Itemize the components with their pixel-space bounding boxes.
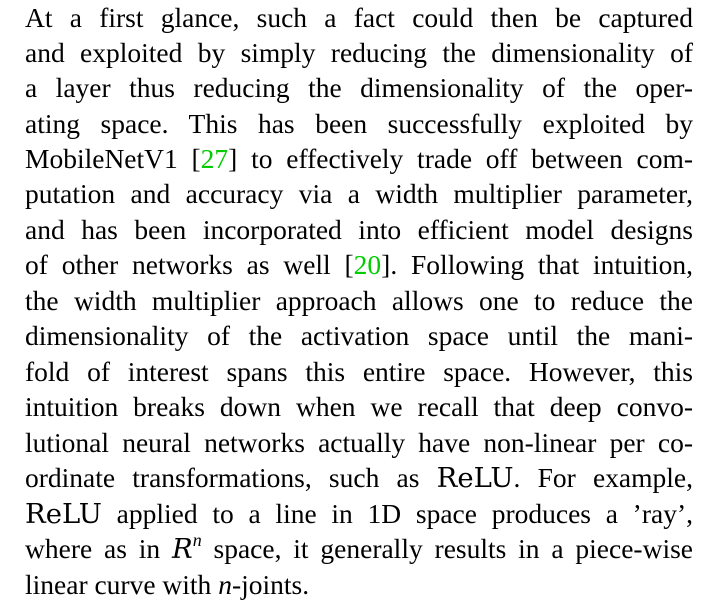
text-run: ordinate transformations, such as: [25, 462, 437, 493]
math-superscript-n: n: [192, 529, 202, 550]
text-run: At a first glance, such a fact could the…: [25, 2, 693, 33]
paragraph-line-3: a layer thus reducing the dimensionality…: [25, 70, 693, 106]
text-run: ] to effectively trade off between com-: [228, 143, 693, 174]
paragraph-line-10: dimensionality of the activation space u…: [25, 318, 693, 354]
paragraph-line-9: the width multiplier approach allows one…: [25, 283, 693, 319]
paragraph-line-16: where as in Rn space, it generally resul…: [25, 531, 693, 567]
paragraph-line-14: ordinate transformations, such as ReLU. …: [25, 460, 693, 496]
paragraph-line-15: ReLU applied to a line in 1D space produ…: [25, 496, 693, 532]
math-script-r: R: [171, 533, 193, 565]
text-run: of other networks as well [: [25, 249, 354, 280]
text-run: where as in: [25, 533, 172, 564]
text-run: MobileNetV1 [: [25, 143, 201, 174]
math-relu: ReLU: [436, 462, 514, 494]
paragraph-line-2: and exploited by simply reducing the dim…: [25, 35, 693, 71]
text-run: intuition breaks down when we recall tha…: [25, 391, 693, 422]
text-run: dimensionality of the activation space u…: [25, 320, 693, 351]
paragraph-line-6: putation and accuracy via a width multip…: [25, 176, 693, 212]
text-run: ]. Following that intuition,: [381, 249, 694, 280]
text-run: linear curve with: [25, 569, 219, 600]
citation-link[interactable]: 27: [200, 143, 229, 174]
paragraph-line-17: linear curve with n-joints.: [25, 567, 693, 603]
text-run: putation and accuracy via a width multip…: [25, 178, 693, 209]
math-variable-n: n: [218, 569, 232, 600]
text-run: space, it generally results in a piece-w…: [201, 533, 693, 564]
paragraph-line-11: fold of interest spans this entire space…: [25, 354, 693, 390]
paragraph-line-13: lutional neural networks actually have n…: [25, 425, 693, 461]
text-run: the width multiplier approach allows one…: [25, 285, 693, 316]
paragraph-line-8: of other networks as well [20]. Followin…: [25, 247, 693, 283]
text-run: lutional neural networks actually have n…: [25, 427, 693, 458]
math-relu: ReLU: [25, 498, 102, 530]
text-run: . For example,: [513, 462, 693, 493]
text-run: and has been incorporated into efficient…: [25, 214, 693, 245]
text-run: ating space. This has been successfully …: [25, 108, 693, 139]
text-run: fold of interest spans this entire space…: [25, 356, 693, 387]
text-run: and exploited by simply reducing the dim…: [25, 37, 693, 68]
paragraph-line-12: intuition breaks down when we recall tha…: [25, 389, 693, 425]
citation-link[interactable]: 20: [353, 249, 382, 280]
text-run: a layer thus reducing the dimensionality…: [25, 72, 693, 103]
paragraph-line-5: MobileNetV1 [27] to effectively trade of…: [25, 141, 693, 177]
paragraph-line-7: and has been incorporated into efficient…: [25, 212, 693, 248]
paragraph-line-4: ating space. This has been successfully …: [25, 106, 693, 142]
text-run: -joints.: [231, 569, 310, 600]
text-run: applied to a line in 1D space produces a…: [101, 498, 693, 529]
paragraph-line-1: At a first glance, such a fact could the…: [25, 0, 693, 36]
paper-page: At a first glance, such a fact could the…: [25, 0, 693, 611]
